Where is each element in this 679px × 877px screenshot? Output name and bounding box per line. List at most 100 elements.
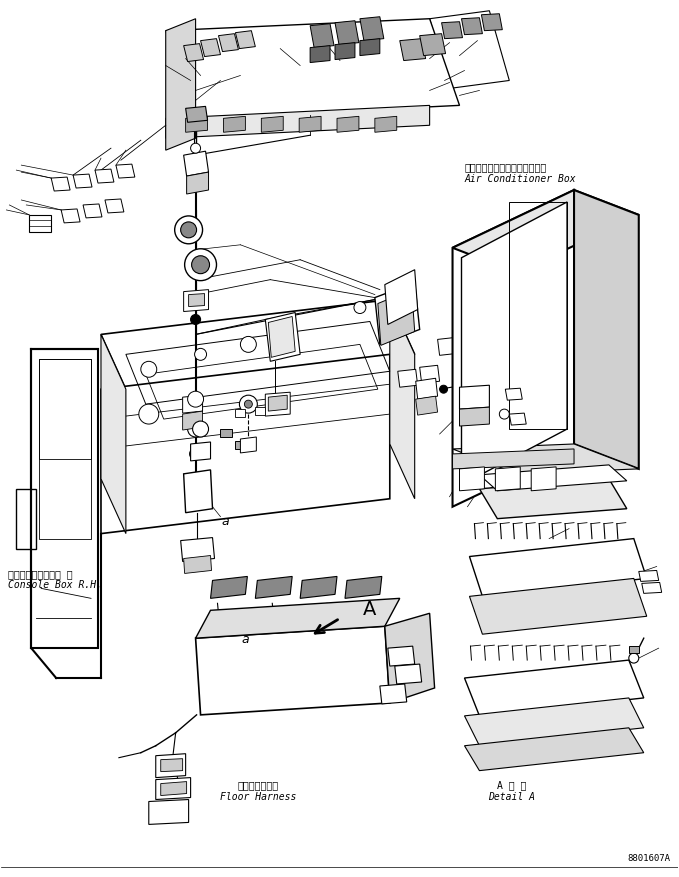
Polygon shape (452, 191, 574, 507)
Polygon shape (394, 664, 422, 684)
Circle shape (181, 223, 197, 239)
Polygon shape (183, 45, 204, 62)
Text: A: A (363, 599, 377, 618)
Polygon shape (236, 410, 245, 417)
Polygon shape (155, 754, 185, 778)
Polygon shape (416, 396, 437, 416)
Polygon shape (452, 191, 639, 274)
Circle shape (499, 410, 509, 419)
Polygon shape (95, 170, 114, 184)
Circle shape (191, 315, 200, 325)
Circle shape (139, 404, 159, 424)
Circle shape (193, 422, 208, 438)
Polygon shape (185, 107, 208, 123)
Polygon shape (149, 800, 189, 824)
Polygon shape (189, 295, 204, 307)
Polygon shape (261, 118, 283, 133)
Circle shape (185, 249, 217, 282)
Text: Floor Harness: Floor Harness (220, 791, 297, 801)
Polygon shape (531, 467, 556, 491)
Polygon shape (300, 577, 337, 599)
Polygon shape (223, 118, 245, 133)
Polygon shape (101, 335, 126, 534)
Polygon shape (181, 538, 215, 562)
Polygon shape (31, 350, 98, 648)
Polygon shape (452, 449, 574, 469)
Polygon shape (420, 366, 439, 384)
Polygon shape (310, 46, 330, 63)
Polygon shape (462, 18, 482, 36)
Polygon shape (183, 396, 202, 414)
Polygon shape (479, 480, 627, 519)
Polygon shape (420, 34, 445, 56)
Polygon shape (255, 577, 292, 599)
Polygon shape (265, 393, 290, 417)
Text: a: a (221, 515, 230, 528)
Circle shape (629, 653, 639, 663)
Circle shape (439, 386, 447, 394)
Polygon shape (416, 379, 437, 400)
Text: Console Box R.H.: Console Box R.H. (8, 580, 102, 589)
Polygon shape (464, 698, 644, 745)
Polygon shape (310, 25, 334, 48)
Polygon shape (83, 204, 102, 218)
Polygon shape (200, 39, 221, 58)
Polygon shape (61, 210, 80, 224)
Polygon shape (236, 32, 255, 49)
Polygon shape (481, 15, 502, 32)
Polygon shape (390, 300, 415, 499)
Polygon shape (105, 200, 124, 214)
Text: A 詳 細: A 詳 細 (497, 780, 527, 789)
Circle shape (187, 392, 204, 408)
Polygon shape (210, 577, 247, 599)
Circle shape (191, 256, 210, 275)
Polygon shape (469, 539, 646, 596)
Polygon shape (398, 370, 418, 388)
Polygon shape (185, 118, 208, 133)
Polygon shape (299, 118, 321, 133)
Polygon shape (375, 283, 420, 345)
Polygon shape (183, 556, 212, 574)
Polygon shape (166, 19, 196, 151)
Polygon shape (360, 39, 380, 56)
Polygon shape (101, 300, 415, 389)
Polygon shape (155, 778, 191, 800)
Text: a: a (242, 632, 249, 645)
Polygon shape (196, 626, 390, 715)
Polygon shape (479, 466, 627, 491)
Circle shape (189, 448, 202, 460)
Text: エアーコンディショナボックス: エアーコンディショナボックス (464, 162, 547, 172)
Polygon shape (101, 355, 390, 534)
Circle shape (175, 217, 202, 245)
Polygon shape (469, 579, 646, 634)
Polygon shape (335, 44, 355, 61)
Polygon shape (464, 728, 644, 771)
Polygon shape (268, 317, 295, 358)
Circle shape (195, 349, 206, 361)
Polygon shape (400, 39, 426, 61)
Polygon shape (116, 165, 135, 179)
Circle shape (354, 303, 366, 314)
Polygon shape (161, 759, 183, 772)
Polygon shape (496, 467, 520, 491)
Text: コンソールボックス 右: コンソールボックス 右 (8, 568, 73, 578)
Polygon shape (378, 290, 415, 346)
Polygon shape (509, 414, 526, 425)
Text: Detail A: Detail A (488, 791, 536, 801)
Polygon shape (430, 11, 509, 89)
Polygon shape (375, 118, 397, 133)
Polygon shape (462, 203, 567, 485)
Polygon shape (183, 411, 202, 431)
Polygon shape (191, 443, 210, 461)
Polygon shape (240, 438, 257, 453)
Text: 8801607A: 8801607A (628, 853, 671, 862)
Polygon shape (236, 441, 247, 449)
Polygon shape (255, 408, 265, 416)
Polygon shape (360, 18, 384, 41)
Polygon shape (183, 470, 213, 513)
Polygon shape (73, 175, 92, 189)
Polygon shape (166, 106, 430, 139)
Polygon shape (574, 191, 639, 469)
Polygon shape (460, 467, 484, 491)
Polygon shape (460, 386, 490, 410)
